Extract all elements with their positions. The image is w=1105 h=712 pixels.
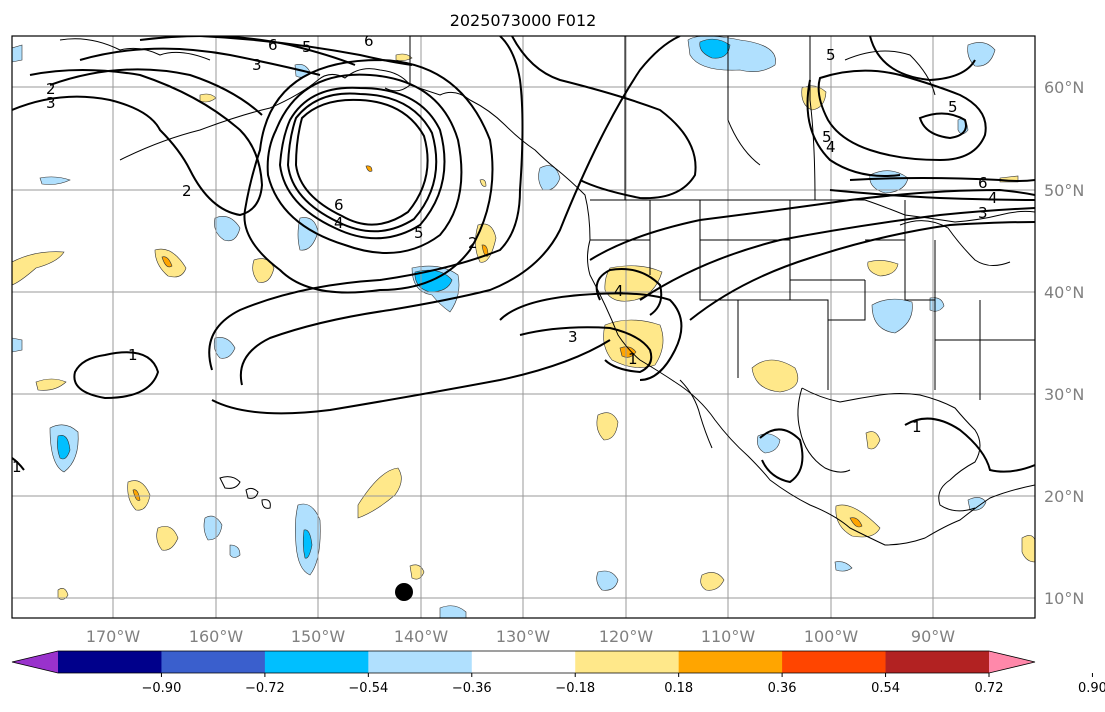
contour-label: 1 [128, 346, 138, 364]
contour-label: 5 [826, 46, 836, 64]
lon-tick-label: 110°W [701, 627, 756, 646]
lon-tick-label: 130°W [496, 627, 551, 646]
lat-tick-label: 20°N [1044, 487, 1084, 506]
colorbar-tick-label: −0.36 [452, 681, 492, 696]
colorbar-segment [471, 651, 576, 673]
colorbar-tick-label: −0.72 [245, 681, 285, 696]
contour-label: 5 [948, 98, 958, 116]
coastlines [59, 36, 1035, 593]
contour-label: 3 [978, 204, 988, 222]
contour-label: 6 [364, 32, 374, 50]
lon-tick-label: 90°W [911, 627, 955, 646]
contour-label: 1 [628, 350, 638, 368]
colorbar-extend-min [12, 651, 58, 673]
colorbar-extend-max [989, 651, 1035, 673]
colorbar-tick-label: 0.54 [871, 681, 900, 696]
colorbar-segment [782, 651, 887, 673]
lon-tick-label: 140°W [394, 627, 449, 646]
contour-label: 3 [252, 56, 262, 74]
contour-label: 5 [414, 224, 424, 242]
colorbar-segment [264, 651, 369, 673]
lat-tick-label: 50°N [1044, 181, 1084, 200]
contour-label: 4 [988, 189, 998, 207]
contour-label: 4 [614, 282, 624, 300]
contour-label: 3 [568, 328, 578, 346]
contour-label: 2 [468, 234, 478, 252]
contour-label: 1 [912, 418, 922, 436]
contour-label: 6 [334, 196, 344, 214]
lat-tick-label: 40°N [1044, 283, 1084, 302]
colorbar-segment [678, 651, 783, 673]
colorbar: −0.90 −0.72 −0.54 −0.36 −0.18 0.18 0.36 0.54 0.7… [11, 650, 1105, 696]
colorbar-tick-label: −0.90 [142, 681, 182, 696]
colorbar-tick-label: −0.18 [555, 681, 595, 696]
contour-label: 1 [12, 458, 22, 476]
grid-lines [12, 36, 1035, 618]
lat-tick-label: 10°N [1044, 589, 1084, 608]
contour-label-group: 6 5 6 3 2 3 2 6 4 5 2 4 3 1 1 1 1 5 5 4 … [12, 32, 998, 476]
colorbar-tick-label: 0.18 [664, 681, 693, 696]
map-area: 6 5 6 3 2 3 2 6 4 5 2 4 3 1 1 1 1 5 5 4 … [12, 32, 1035, 618]
storm-center-marker [395, 583, 413, 601]
contour-label: 6 [978, 174, 988, 192]
colorbar-segment [575, 651, 680, 673]
lon-tick-label: 150°W [291, 627, 346, 646]
colorbar-segment [161, 651, 266, 673]
contour-lines [12, 36, 1035, 484]
contour-label: 4 [826, 138, 836, 156]
lon-tick-label: 160°W [189, 627, 244, 646]
contour-label: 5 [822, 128, 832, 146]
contour-label: 2 [182, 182, 192, 200]
lon-tick-label: 100°W [804, 627, 859, 646]
contour-label: 4 [334, 214, 344, 232]
contour-label: 5 [302, 38, 312, 56]
latitude-labels: 60°N 50°N 40°N 30°N 20°N 10°N [1044, 78, 1084, 608]
lon-tick-label: 170°W [86, 627, 141, 646]
colorbar-tick-label: 0.90 [1078, 681, 1105, 696]
lat-tick-label: 30°N [1044, 385, 1084, 404]
positive-anomaly-regions [12, 53, 1035, 600]
contour-label: 3 [46, 94, 56, 112]
contour-label: 6 [268, 36, 278, 54]
colorbar-tick-label: 0.36 [768, 681, 797, 696]
lat-tick-label: 60°N [1044, 78, 1084, 97]
colorbar-tick-label: −0.54 [348, 681, 388, 696]
colorbar-tick-label: 0.72 [975, 681, 1004, 696]
lon-tick-label: 120°W [599, 627, 654, 646]
colorbar-segment [368, 651, 473, 673]
negative-anomaly-regions [12, 36, 996, 618]
colorbar-segment [885, 651, 990, 673]
contour-label: 2 [46, 80, 56, 98]
colorbar-segment [58, 651, 162, 673]
map-title: 2025073000 F012 [450, 11, 597, 30]
longitude-labels: 170°W 160°W 150°W 140°W 130°W 120°W 110°… [86, 627, 955, 646]
map-frame [11, 35, 1036, 619]
